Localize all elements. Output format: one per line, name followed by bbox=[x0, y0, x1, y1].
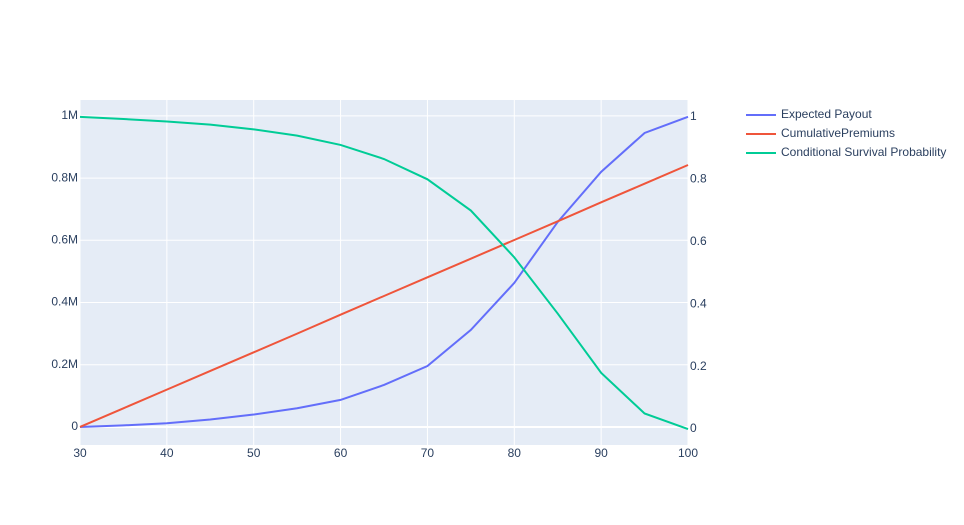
series-line bbox=[79, 115, 689, 428]
y-tick-label: 0.2M bbox=[51, 357, 78, 371]
legend-label[interactable]: CumulativePremiums bbox=[781, 126, 895, 140]
x-tick-label: 50 bbox=[247, 446, 261, 460]
series-line bbox=[79, 164, 689, 428]
y-tick-label: 0.4M bbox=[51, 295, 78, 309]
y2-tick-label: 0.4 bbox=[690, 296, 707, 310]
y-tick-label: 0.8M bbox=[51, 170, 78, 184]
y2-tick-label: 0 bbox=[690, 421, 697, 435]
y2-tick-label: 0.8 bbox=[690, 171, 707, 185]
y2-tick-label: 1 bbox=[690, 109, 697, 123]
x-tick-label: 100 bbox=[678, 446, 698, 460]
legend-label[interactable]: Conditional Survival Probability bbox=[781, 145, 946, 159]
y-tick-label: 1M bbox=[61, 108, 78, 122]
series-line bbox=[79, 115, 689, 431]
x-tick-label: 70 bbox=[421, 446, 435, 460]
x-tick-label: 40 bbox=[160, 446, 174, 460]
x-tick-label: 90 bbox=[594, 446, 608, 460]
x-tick-label: 30 bbox=[73, 446, 87, 460]
x-tick-label: 80 bbox=[508, 446, 522, 460]
y-tick-label: 0 bbox=[71, 419, 78, 433]
y2-tick-label: 0.6 bbox=[690, 234, 707, 248]
x-tick-label: 60 bbox=[334, 446, 348, 460]
y-tick-label: 0.6M bbox=[51, 232, 78, 246]
legend-label[interactable]: Expected Payout bbox=[781, 107, 872, 121]
y2-tick-label: 0.2 bbox=[690, 359, 707, 373]
plot-area bbox=[80, 100, 688, 445]
